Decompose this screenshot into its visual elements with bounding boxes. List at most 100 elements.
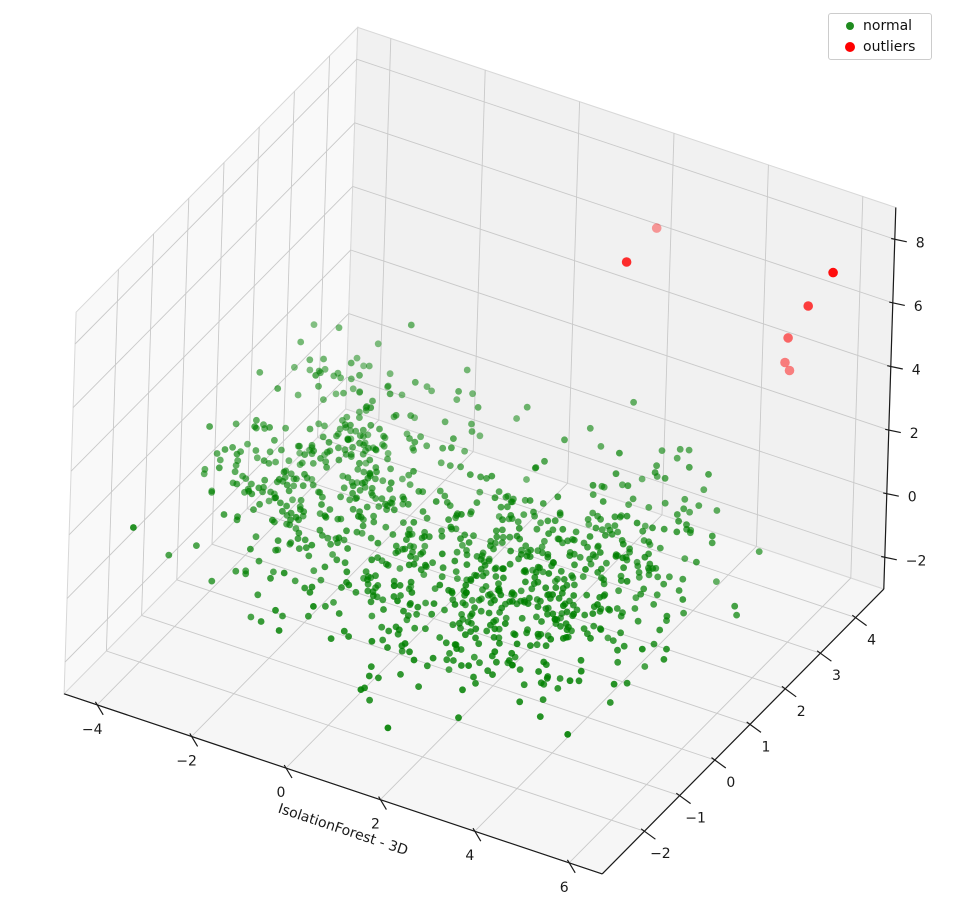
normal-point xyxy=(294,535,302,542)
normal-point xyxy=(340,389,347,397)
normal-point xyxy=(679,575,687,583)
normal-point xyxy=(660,580,668,588)
normal-point xyxy=(656,544,664,552)
normal-point xyxy=(369,397,376,405)
outlier-point xyxy=(783,333,793,343)
normal-point xyxy=(322,458,330,466)
normal-point xyxy=(673,528,681,536)
normal-point xyxy=(252,447,260,454)
normal-point xyxy=(341,446,349,454)
normal-point xyxy=(555,594,563,602)
normal-point xyxy=(520,511,528,518)
normal-point xyxy=(467,576,475,583)
normal-point xyxy=(396,582,404,589)
normal-point xyxy=(531,573,539,581)
normal-point xyxy=(329,551,336,558)
x-tick-label: −2 xyxy=(176,753,197,769)
normal-point xyxy=(539,500,547,507)
normal-point xyxy=(365,672,373,680)
outliers-marker-icon xyxy=(845,41,855,52)
normal-point xyxy=(617,577,625,584)
normal-point xyxy=(321,563,329,571)
normal-point xyxy=(278,446,285,454)
normal-point xyxy=(589,491,597,498)
normal-point xyxy=(216,456,224,464)
normal-point xyxy=(380,442,388,450)
normal-point xyxy=(315,420,323,428)
normal-point xyxy=(675,587,683,594)
normal-point xyxy=(598,574,605,582)
normal-point xyxy=(645,571,653,579)
normal-point xyxy=(384,455,391,463)
normal-point xyxy=(280,468,288,476)
normal-point xyxy=(537,679,545,687)
x-ticks xyxy=(94,701,576,874)
normal-point xyxy=(453,396,461,403)
normal-point xyxy=(502,614,510,622)
normal-point xyxy=(321,512,329,520)
normal-point xyxy=(533,525,541,533)
normal-point xyxy=(341,559,349,567)
normal-point xyxy=(354,466,362,473)
normal-point xyxy=(445,666,453,673)
normal-point xyxy=(253,454,261,462)
normal-point xyxy=(370,518,378,526)
normal-point xyxy=(215,464,223,472)
normal-point xyxy=(422,561,429,569)
normal-point xyxy=(596,594,604,601)
normal-point xyxy=(581,611,589,619)
normal-point xyxy=(404,500,412,508)
normal-point xyxy=(291,363,298,371)
normal-point xyxy=(285,457,293,465)
normal-point xyxy=(379,596,387,604)
legend-label-outliers: outliers xyxy=(863,38,916,55)
normal-point xyxy=(356,371,363,379)
outlier-point xyxy=(651,223,662,233)
normal-point xyxy=(367,598,375,606)
legend-item-outliers: outliers xyxy=(837,37,927,57)
normal-point xyxy=(370,512,377,520)
normal-point xyxy=(233,516,241,524)
normal-point xyxy=(310,321,318,328)
normal-point xyxy=(616,449,623,457)
normal-point xyxy=(267,574,274,582)
normal-point xyxy=(535,668,542,675)
normal-point xyxy=(356,408,363,416)
normal-point xyxy=(333,432,340,440)
normal-point xyxy=(366,456,374,464)
normal-point xyxy=(526,594,533,602)
normal-point xyxy=(604,634,612,642)
normal-point xyxy=(384,724,392,732)
normal-point xyxy=(576,553,584,561)
normal-point xyxy=(411,624,419,632)
normal-point xyxy=(527,642,534,649)
normal-point xyxy=(587,560,595,568)
normal-point xyxy=(468,610,476,618)
normal-point xyxy=(250,506,257,513)
normal-point xyxy=(272,546,279,554)
normal-point xyxy=(462,631,469,639)
normal-point xyxy=(389,531,397,538)
normal-point xyxy=(499,516,506,524)
normal-point xyxy=(587,634,594,642)
normal-point xyxy=(407,412,415,419)
normal-point xyxy=(523,403,531,411)
normal-point xyxy=(544,553,552,561)
normal-point xyxy=(501,620,509,627)
normal-point xyxy=(638,645,646,653)
legend: normal outliers xyxy=(828,13,932,60)
normal-point xyxy=(306,366,314,374)
normal-point xyxy=(623,577,631,585)
normal-point xyxy=(253,416,260,424)
normal-point xyxy=(352,427,360,435)
normal-point xyxy=(360,468,368,476)
normal-point xyxy=(450,435,457,442)
normal-point xyxy=(383,506,390,513)
normal-point xyxy=(660,525,668,533)
normal-point xyxy=(663,645,670,653)
normal-point xyxy=(499,533,507,541)
normal-point xyxy=(415,683,422,690)
normal-point xyxy=(294,391,302,399)
grid-lines xyxy=(64,38,895,864)
